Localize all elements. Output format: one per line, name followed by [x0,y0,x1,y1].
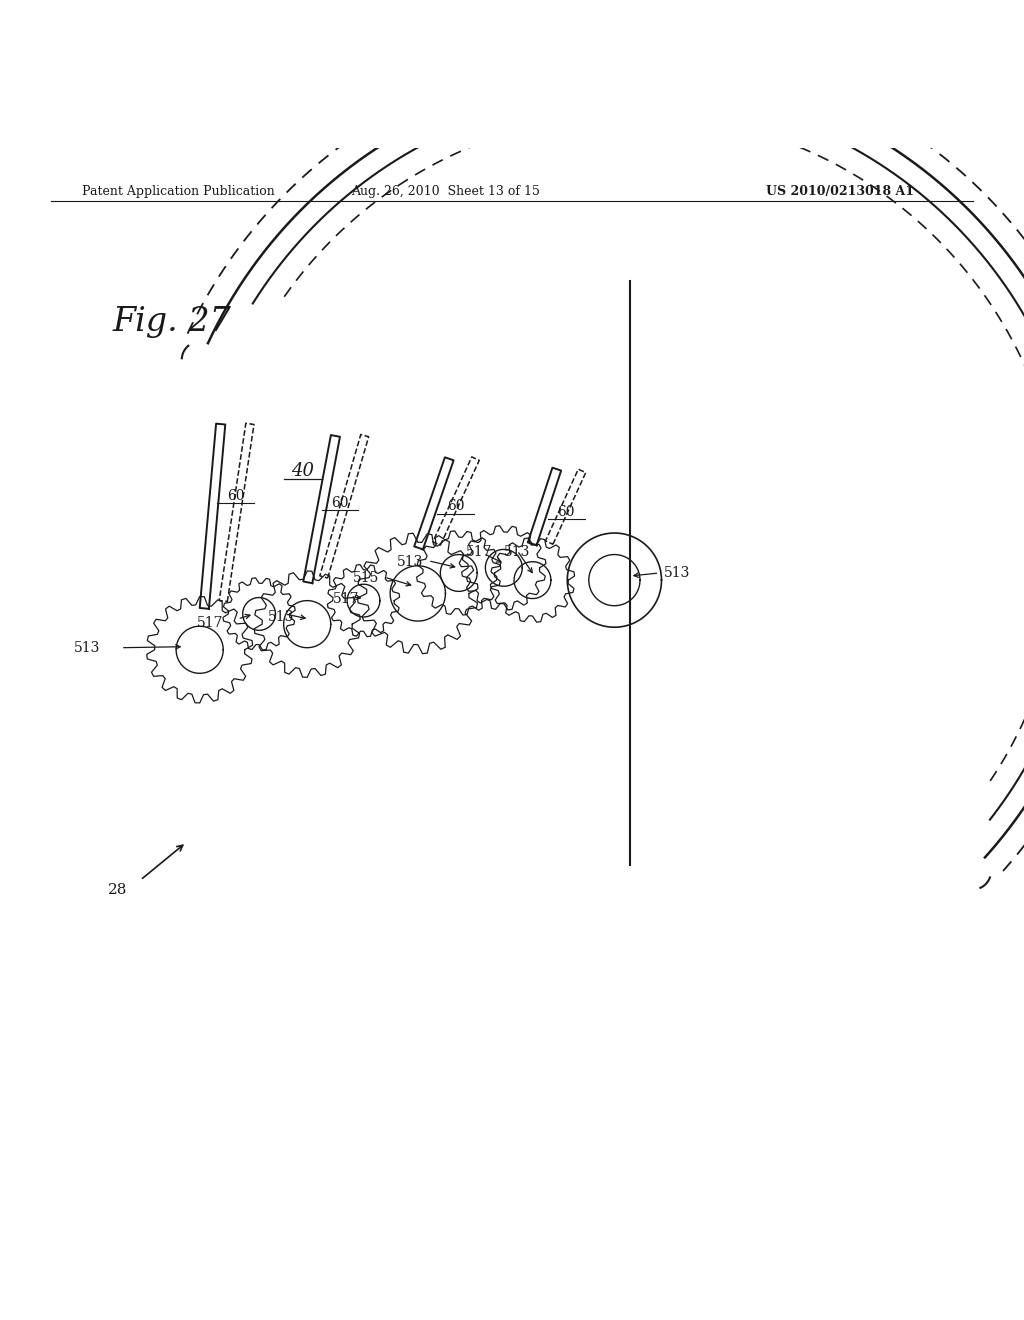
Text: 513: 513 [268,610,295,624]
Text: 515: 515 [353,572,380,585]
Text: 60: 60 [331,496,349,511]
Text: 517: 517 [333,593,359,606]
Text: 517: 517 [466,545,493,560]
Text: 513: 513 [664,566,690,579]
Text: 517: 517 [197,616,223,630]
Text: 513: 513 [74,640,100,655]
Text: Patent Application Publication: Patent Application Publication [82,185,274,198]
Text: US 2010/0213018 A1: US 2010/0213018 A1 [766,185,913,198]
Text: 40: 40 [291,462,313,479]
Text: Fig. 27: Fig. 27 [113,306,231,338]
Text: 60: 60 [226,490,245,503]
Text: 513: 513 [397,554,424,569]
Text: 28: 28 [109,883,127,898]
Text: 60: 60 [557,504,575,519]
Text: 513: 513 [504,545,530,560]
Text: Aug. 26, 2010  Sheet 13 of 15: Aug. 26, 2010 Sheet 13 of 15 [351,185,540,198]
Text: 60: 60 [446,499,465,513]
